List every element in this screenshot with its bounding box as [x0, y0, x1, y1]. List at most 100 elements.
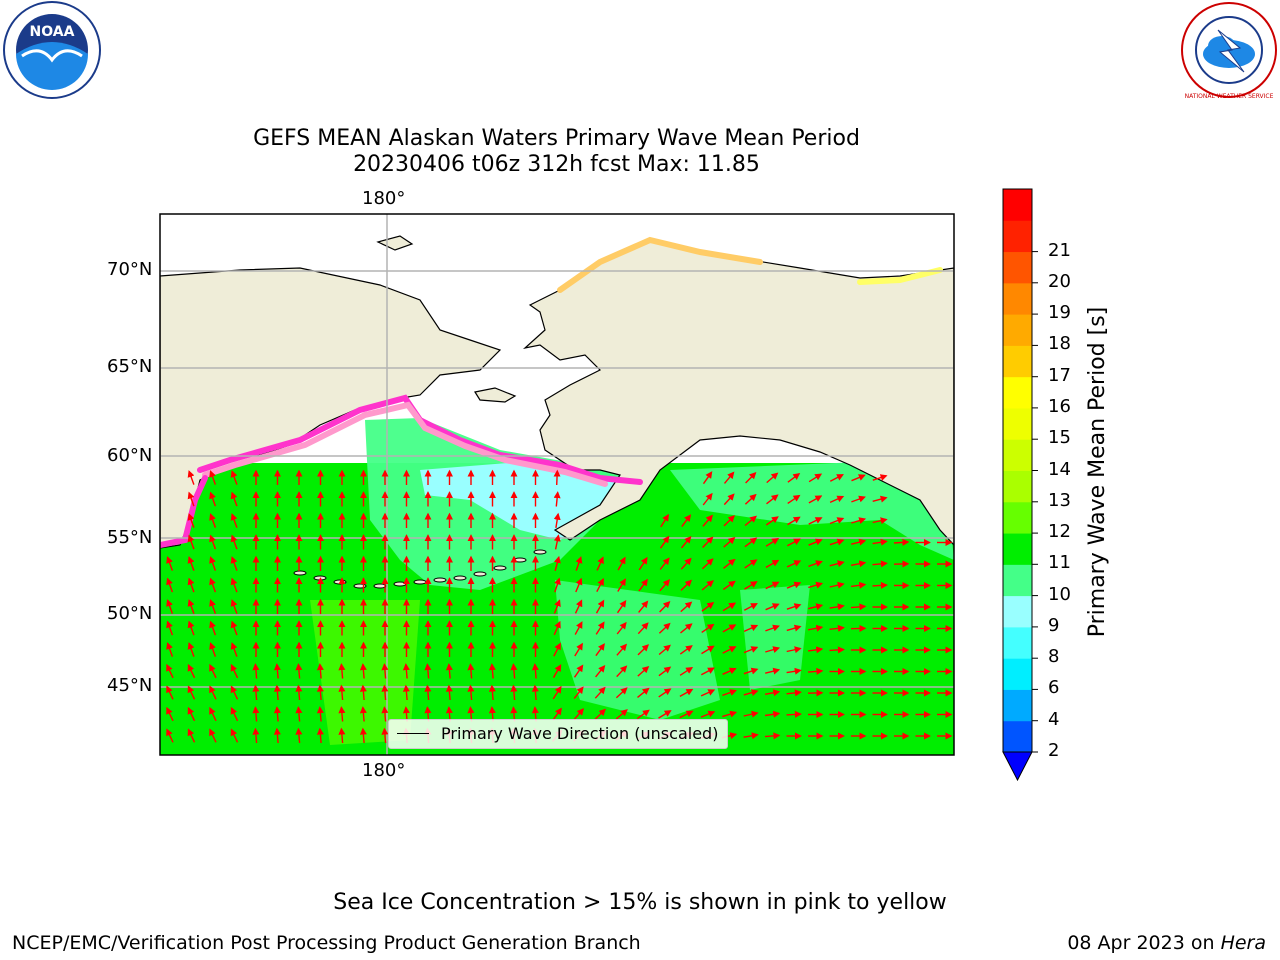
wave-arrow [187, 728, 196, 743]
wave-arrow [787, 494, 801, 504]
colorbar-segment [1003, 189, 1032, 221]
wave-arrow [295, 663, 303, 679]
wave-arrow [808, 517, 823, 525]
wave-arrow [743, 646, 759, 654]
colorbar-tick-label: 18 [1048, 333, 1071, 355]
wave-arrow [230, 620, 238, 636]
wave-arrow [764, 710, 781, 718]
wave-arrow [531, 684, 539, 701]
wave-arrow [553, 512, 561, 529]
colorbar-tick-label: 17 [1048, 364, 1071, 386]
wave-arrow [702, 492, 713, 506]
wrangel-island [376, 235, 414, 251]
wave-arrow [230, 534, 238, 550]
wave-arrow [166, 577, 174, 593]
wave-arrow [680, 557, 692, 570]
wave-arrow [701, 601, 715, 612]
wave-arrow [187, 513, 195, 528]
wave-arrow [187, 685, 196, 700]
wave-arrow [187, 663, 196, 679]
wave-arrow [209, 513, 217, 528]
wave-arrow [744, 515, 757, 527]
wave-arrow [510, 663, 518, 679]
wave-arrow [187, 470, 195, 485]
wave-arrow [786, 603, 802, 610]
wave-arrow [786, 560, 802, 568]
wave-arrow [829, 646, 845, 654]
wave-arrow [637, 644, 649, 656]
wave-arrow [230, 556, 238, 571]
wave-arrow [786, 538, 801, 547]
wave-arrow [553, 642, 561, 657]
wave-arrow [338, 727, 346, 744]
wave-arrow [553, 620, 561, 636]
wave-arrow [209, 556, 217, 571]
wave-arrow [166, 556, 174, 571]
wave-arrow [230, 470, 238, 485]
wave-arrow [765, 581, 780, 590]
wave-arrow [787, 516, 801, 526]
wave-arrow [808, 603, 824, 611]
lon-label-top: 180° [362, 188, 406, 209]
wave-arrow [702, 514, 714, 527]
colorbar-segment [1003, 251, 1032, 284]
wave-arrow [316, 663, 324, 679]
wave-arrow [743, 667, 759, 675]
wave-arrow [829, 624, 845, 632]
wave-arrow [765, 516, 779, 526]
wave-arrow [723, 493, 735, 506]
graticule [160, 214, 954, 755]
wave-arrow [230, 577, 238, 593]
footer-date-text: 08 Apr 2023 on [1067, 932, 1221, 954]
wave-arrow [808, 646, 824, 654]
colorbar-segment [1003, 720, 1032, 753]
wave-arrow [445, 663, 453, 679]
colorbar-tick-label: 10 [1048, 583, 1071, 605]
wave-arrow [829, 560, 845, 568]
colorbar-tick-label: 14 [1048, 458, 1071, 480]
wave-arrow [488, 663, 496, 679]
wave-arrow [615, 687, 628, 699]
wave-arrow [187, 534, 195, 550]
wave-arrow [851, 517, 867, 524]
wave-arrow [658, 644, 671, 656]
map-frame [159, 213, 955, 756]
wave-arrow [209, 577, 217, 593]
wave-arrow [316, 684, 324, 701]
wave-arrow [230, 728, 239, 743]
wave-arrow [702, 471, 713, 485]
wave-arrow [786, 689, 802, 697]
colorbar-segment [1003, 314, 1032, 346]
wave-arrow [553, 599, 561, 614]
wave-arrow [722, 667, 737, 675]
chart-subtitle: 20230406 t06z 312h fcst Max: 11.85 [353, 152, 760, 177]
wave-arrow [402, 684, 410, 701]
wave-arrow [743, 624, 759, 633]
wave-arrow [829, 538, 845, 546]
aleutian-island [333, 579, 347, 585]
wave-arrow [872, 517, 888, 525]
wave-arrow [829, 603, 845, 611]
wave-arrow [744, 537, 758, 548]
colorbar-title: Primary Wave Mean Period [s] [1085, 306, 1110, 638]
wave-arrow [553, 469, 561, 486]
wave-arrow [316, 706, 324, 722]
alaska-land [522, 239, 954, 546]
colorbar-segment [1003, 470, 1032, 503]
wave-arrow [700, 689, 716, 697]
wave-arrow [467, 684, 475, 701]
colorbar-segment [1003, 658, 1032, 690]
wave-direction-arrows [166, 469, 953, 744]
wave-arrow [807, 667, 824, 675]
colorbar-tick-label: 20 [1048, 270, 1071, 292]
zone-11-12s [310, 600, 420, 745]
wave-arrow [851, 581, 867, 589]
wave-arrow [723, 471, 735, 484]
wave-arrow [722, 646, 737, 654]
wave-arrow [424, 684, 432, 701]
wave-arrow [552, 664, 562, 678]
aleutian-island [433, 577, 447, 583]
wave-arrow [209, 534, 217, 550]
wave-arrow [402, 663, 410, 679]
wave-arrow [658, 688, 672, 698]
